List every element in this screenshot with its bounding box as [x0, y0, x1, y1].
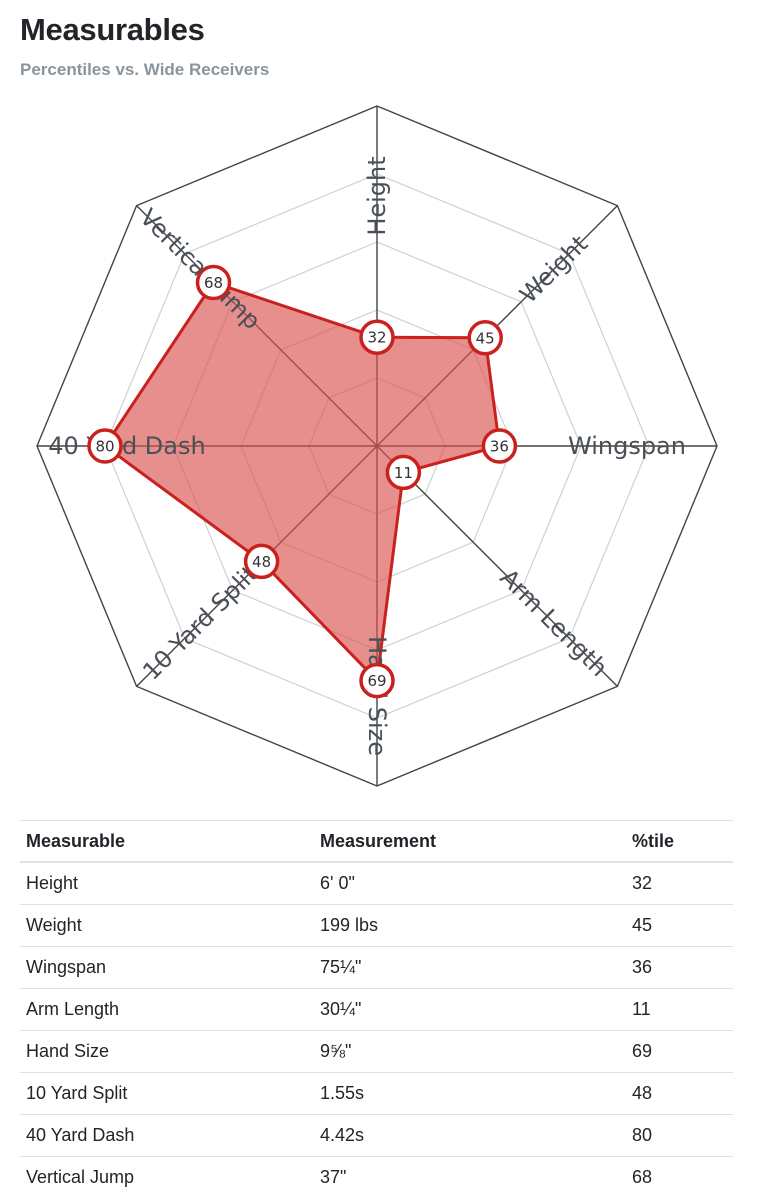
radar-points: 32 45 36 11 69 48 80 68 — [87, 264, 518, 699]
table-header-row: Measurable Measurement %tile — [20, 820, 733, 863]
measurables-table-wrap: Measurable Measurement %tile Height 6' 0… — [20, 820, 733, 1198]
data-label-height: 32 — [367, 329, 386, 347]
data-label-vertical-jump: 68 — [204, 274, 223, 292]
data-label-40-yard-dash: 80 — [95, 438, 114, 456]
cell-measurement: 9⅝" — [314, 1030, 626, 1073]
series-area — [103, 281, 501, 683]
data-point-40-yard-dash — [87, 428, 123, 464]
table-row: Arm Length 30¼" 11 — [20, 988, 733, 1031]
cell-measurement: 30¼" — [314, 988, 626, 1031]
data-point-vertical-jump — [195, 264, 232, 301]
cell-percentile: 36 — [626, 946, 733, 989]
table-row: 10 Yard Split 1.55s 48 — [20, 1072, 733, 1115]
data-point-height — [359, 319, 395, 355]
data-point-hand-size — [359, 662, 395, 699]
measurables-table: Measurable Measurement %tile Height 6' 0… — [20, 820, 733, 1198]
axis-label-40-yard-dash: 40 Yard Dash — [48, 432, 205, 460]
column-header-percentile: %tile — [626, 820, 733, 863]
data-label-hand-size: 69 — [367, 672, 386, 690]
cell-measurement: 1.55s — [314, 1072, 626, 1115]
axis-line-arm-length — [376, 445, 618, 687]
cell-measurable: 10 Yard Split — [20, 1072, 314, 1115]
cell-percentile: 69 — [626, 1030, 733, 1073]
radar-series — [103, 281, 501, 683]
table-row: Wingspan 75¼" 36 — [20, 946, 733, 989]
data-point-arm-length — [385, 454, 422, 491]
cell-percentile: 48 — [626, 1072, 733, 1115]
table-row: Hand Size 9⅝" 69 — [20, 1030, 733, 1073]
table-row: Weight 199 lbs 45 — [20, 904, 733, 947]
data-label-weight: 45 — [476, 329, 495, 347]
page-title: Measurables — [20, 12, 205, 47]
cell-measurement: 199 lbs — [314, 904, 626, 947]
axis-label-10-yard-split: 10 Yard Split — [137, 560, 263, 686]
axis-label-height: Height — [363, 156, 391, 235]
data-label-arm-length: 11 — [394, 464, 413, 482]
column-header-measurable: Measurable — [20, 820, 314, 863]
cell-percentile: 80 — [626, 1114, 733, 1157]
cell-measurable: Height — [26, 873, 79, 893]
cell-percentile: 45 — [626, 904, 733, 947]
axis-label-wingspan: Wingspan — [568, 432, 686, 460]
axis-label-arm-length: Arm Length — [495, 564, 614, 683]
cell-measurement: 4.42s — [314, 1114, 626, 1157]
table-row: 40 Yard Dash 4.42s 80 — [20, 1114, 733, 1157]
data-point-10-yard-split — [243, 543, 280, 580]
axis-label-weight: Weight — [514, 230, 593, 309]
data-point-wingspan — [481, 428, 518, 464]
table-row: Vertical Jump 37" 68 — [20, 1156, 733, 1198]
cell-measurement: 6' 0" — [320, 873, 355, 893]
data-label-wingspan: 36 — [490, 438, 509, 456]
cell-measurable: Hand Size — [20, 1030, 314, 1073]
cell-measurable: 40 Yard Dash — [20, 1114, 314, 1157]
cell-measurement: 37" — [314, 1156, 626, 1198]
cell-measurable: Arm Length — [20, 988, 314, 1031]
data-label-10-yard-split: 48 — [252, 553, 271, 571]
table-row: Height 6' 0" 32 — [20, 862, 733, 905]
cell-percentile: 11 — [626, 988, 733, 1031]
data-point-weight — [467, 320, 503, 356]
cell-measurable: Vertical Jump — [20, 1156, 314, 1198]
cell-measurable: Weight — [20, 904, 314, 947]
cell-percentile: 68 — [626, 1156, 733, 1198]
column-header-measurement: Measurement — [314, 820, 626, 863]
page-subtitle: Percentiles vs. Wide Receivers — [20, 60, 270, 79]
cell-percentile: 32 — [632, 873, 653, 893]
cell-measurable: Wingspan — [20, 946, 314, 989]
cell-measurement: 75¼" — [314, 946, 626, 989]
